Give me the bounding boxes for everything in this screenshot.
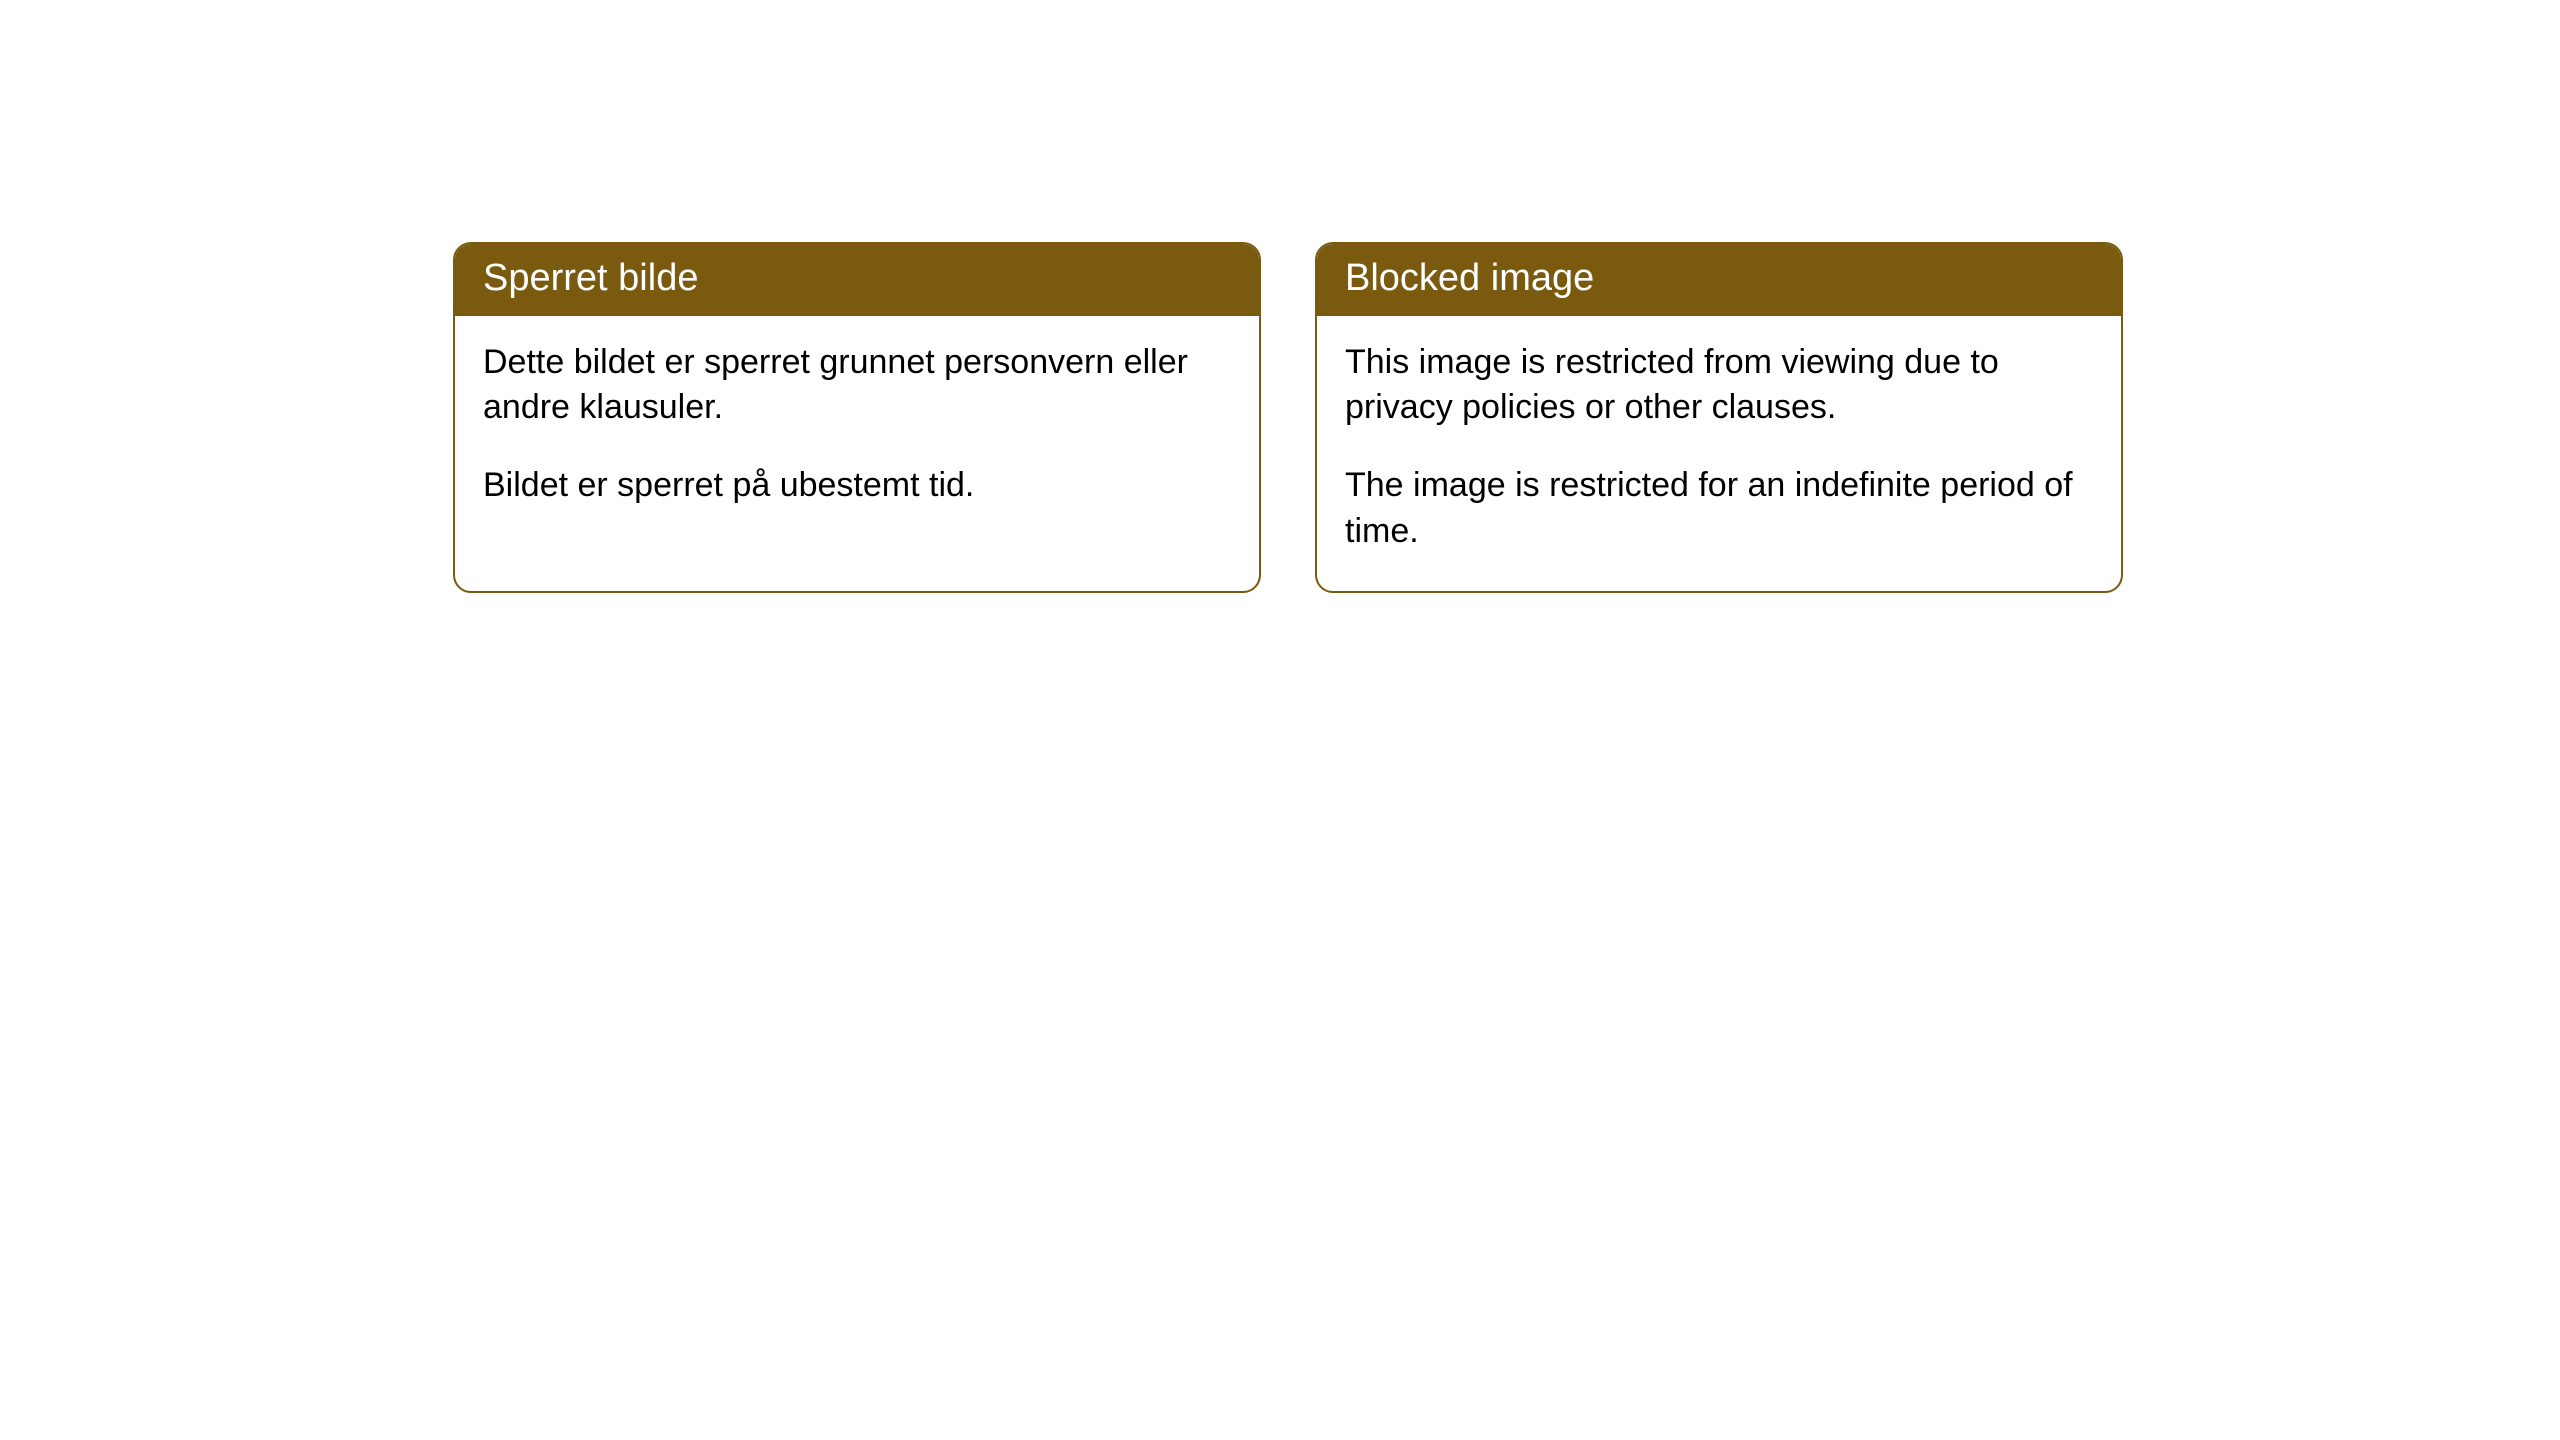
card-paragraph: The image is restricted for an indefinit… <box>1345 463 2093 555</box>
notice-container: Sperret bilde Dette bildet er sperret gr… <box>0 0 2560 593</box>
card-paragraph: Bildet er sperret på ubestemt tid. <box>483 463 1231 509</box>
card-paragraph: Dette bildet er sperret grunnet personve… <box>483 340 1231 432</box>
notice-card-norwegian: Sperret bilde Dette bildet er sperret gr… <box>453 242 1261 593</box>
notice-card-english: Blocked image This image is restricted f… <box>1315 242 2123 593</box>
card-paragraph: This image is restricted from viewing du… <box>1345 340 2093 432</box>
card-header: Sperret bilde <box>455 244 1259 316</box>
card-title: Blocked image <box>1345 257 1594 299</box>
card-header: Blocked image <box>1317 244 2121 316</box>
card-body: This image is restricted from viewing du… <box>1317 316 2121 592</box>
card-title: Sperret bilde <box>483 257 698 299</box>
card-body: Dette bildet er sperret grunnet personve… <box>455 316 1259 546</box>
